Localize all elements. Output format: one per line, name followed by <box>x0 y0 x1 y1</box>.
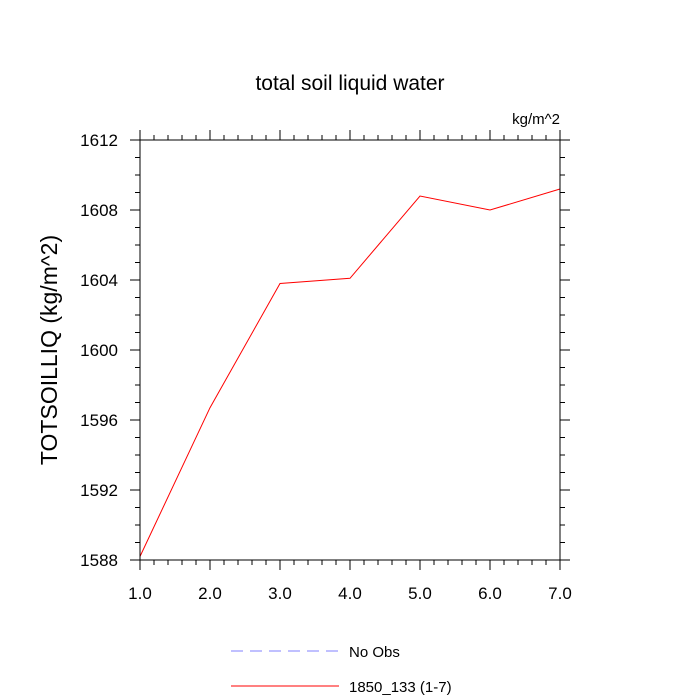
y-tick-label: 1600 <box>80 341 118 360</box>
x-tick-label: 6.0 <box>478 584 502 603</box>
x-tick-label: 4.0 <box>338 584 362 603</box>
series-lines <box>139 188 561 557</box>
x-tick-label: 1.0 <box>128 584 152 603</box>
y-axis-label: TOTSOILLIQ (kg/m^2) <box>36 235 62 465</box>
series-line <box>139 188 561 557</box>
x-tick-label: 5.0 <box>408 584 432 603</box>
legend: No Obs 1850_133 (1-7) <box>231 644 452 696</box>
x-tick-label: 7.0 <box>548 584 572 603</box>
y-tick-label: 1612 <box>80 131 118 150</box>
plot-frame <box>139 139 561 561</box>
x-tick-label: 3.0 <box>268 584 292 603</box>
y-tick-label: 1588 <box>80 551 118 570</box>
units-label: kg/m^2 <box>512 111 560 128</box>
x-tick-label: 2.0 <box>198 584 222 603</box>
legend-label: No Obs <box>349 644 400 661</box>
legend-label: 1850_133 (1-7) <box>349 679 452 696</box>
chart-title: total soil liquid water <box>255 72 444 95</box>
y-tick-label: 1596 <box>80 411 118 430</box>
y-tick-label: 1608 <box>80 201 118 220</box>
y-tick-label: 1604 <box>80 271 118 290</box>
tick-labels: 1.0 2.0 3.0 4.0 5.0 6.0 7.0 1588 1592 1596 1600 160… <box>80 131 572 603</box>
axis-ticks <box>130 130 570 570</box>
y-tick-label: 1592 <box>80 481 118 500</box>
